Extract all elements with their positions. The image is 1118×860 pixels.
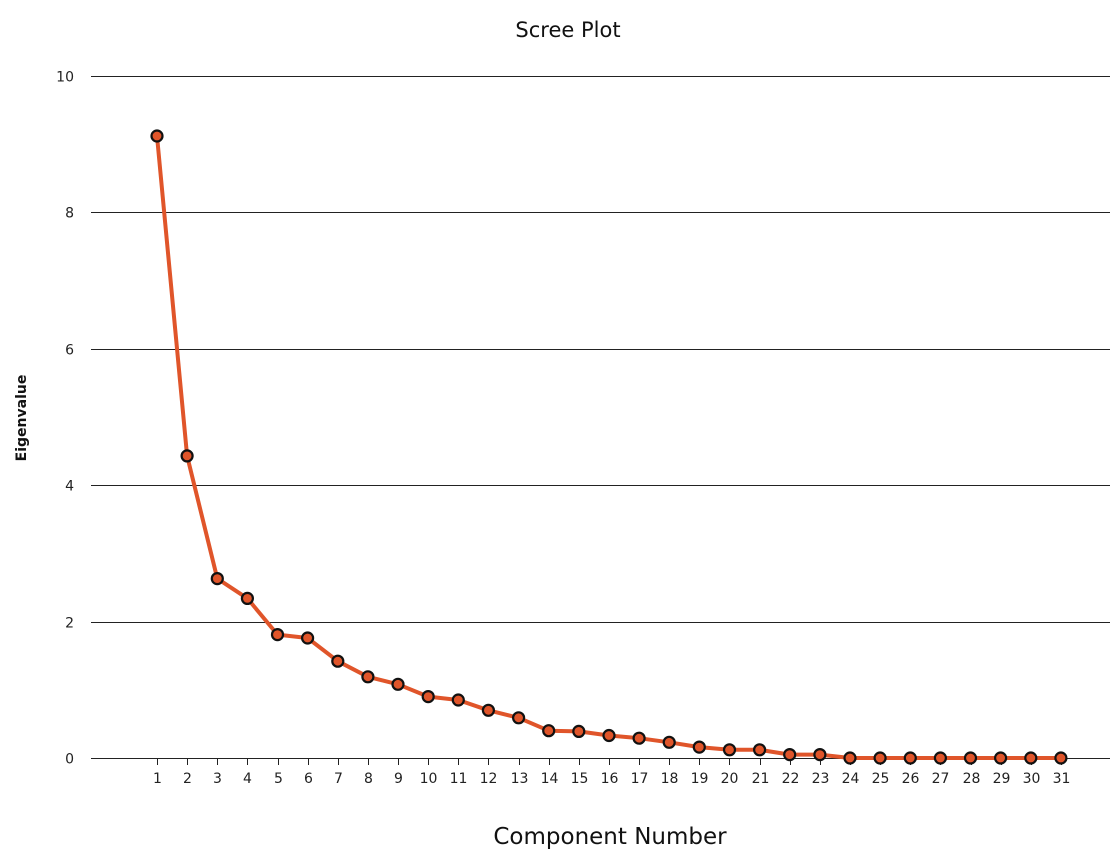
data-point-18 xyxy=(662,735,676,749)
x-axis-label: Component Number xyxy=(493,824,727,850)
data-point-26 xyxy=(903,751,917,765)
y-axis-ticks: 0 2 4 6 8 10 xyxy=(56,70,74,768)
x-tick-label-1: 1 xyxy=(153,771,162,787)
data-point-2 xyxy=(180,449,194,463)
data-point-13 xyxy=(511,711,526,725)
series-line xyxy=(155,134,1063,760)
data-point-10 xyxy=(421,689,435,704)
x-tick-label-20: 20 xyxy=(721,771,739,787)
y-tick-label-4: 4 xyxy=(65,479,74,495)
data-point-16 xyxy=(602,728,616,743)
x-tick-label-14: 14 xyxy=(541,771,559,787)
data-point-31 xyxy=(1054,751,1068,765)
x-tick-label-13: 13 xyxy=(511,771,529,787)
y-tick-label-8: 8 xyxy=(65,206,74,222)
x-tick-label-27: 27 xyxy=(932,771,950,787)
data-point-3 xyxy=(210,571,224,586)
x-tick-label-11: 11 xyxy=(450,771,468,787)
data-point-11 xyxy=(451,693,465,707)
x-tick-label-22: 22 xyxy=(782,771,800,787)
y-tick-label-2: 2 xyxy=(65,616,74,632)
data-point-27 xyxy=(933,751,948,765)
x-tick-label-29: 29 xyxy=(993,771,1011,787)
data-point-8 xyxy=(361,670,375,684)
data-point-6 xyxy=(301,631,315,645)
y-tick-label-0: 0 xyxy=(65,752,74,768)
data-point-9 xyxy=(391,677,405,691)
chart-title: Scree Plot xyxy=(515,18,620,42)
data-point-19 xyxy=(692,740,706,754)
data-point-20 xyxy=(722,743,737,757)
data-point-12 xyxy=(481,703,495,717)
x-tick-label-3: 3 xyxy=(213,771,222,787)
data-point-7 xyxy=(331,654,345,668)
x-tick-label-10: 10 xyxy=(420,771,438,787)
series-layer xyxy=(150,129,1068,765)
data-point-22 xyxy=(783,747,797,762)
x-tick-label-17: 17 xyxy=(631,771,649,787)
x-tick-label-7: 7 xyxy=(334,771,343,787)
x-tick-label-25: 25 xyxy=(872,771,890,787)
y-tick-label-6: 6 xyxy=(65,343,74,359)
x-tick-label-21: 21 xyxy=(752,771,770,787)
data-point-5 xyxy=(270,627,285,642)
grid-layer xyxy=(91,76,1110,759)
x-tick-label-6: 6 xyxy=(304,771,313,787)
x-tick-label-15: 15 xyxy=(571,771,589,787)
data-point-29 xyxy=(993,751,1008,765)
data-point-15 xyxy=(572,724,586,739)
x-tick-label-8: 8 xyxy=(364,771,373,787)
x-tick-label-26: 26 xyxy=(902,771,920,787)
x-tick-label-2: 2 xyxy=(183,771,192,787)
data-point-23 xyxy=(813,747,827,762)
data-point-4 xyxy=(240,591,254,606)
x-tick-label-24: 24 xyxy=(842,771,860,787)
x-tick-label-23: 23 xyxy=(812,771,830,787)
x-tick-label-4: 4 xyxy=(243,771,252,787)
data-point-1 xyxy=(150,129,164,143)
x-tick-label-18: 18 xyxy=(661,771,679,787)
y-axis-label: Eigenvalue xyxy=(14,375,30,462)
x-tick-label-9: 9 xyxy=(394,771,403,787)
data-point-21 xyxy=(752,743,767,757)
data-point-24 xyxy=(843,751,857,765)
data-point-30 xyxy=(1024,751,1038,765)
x-tick-label-5: 5 xyxy=(274,771,283,787)
data-point-28 xyxy=(963,751,978,765)
x-tick-label-19: 19 xyxy=(691,771,709,787)
x-tick-label-31: 31 xyxy=(1053,771,1071,787)
data-point-14 xyxy=(542,724,556,738)
x-tick-label-12: 12 xyxy=(480,771,498,787)
x-tick-label-30: 30 xyxy=(1023,771,1041,787)
x-tick-label-16: 16 xyxy=(601,771,619,787)
y-tick-label-10: 10 xyxy=(56,70,74,86)
x-tick-label-28: 28 xyxy=(963,771,981,787)
x-axis-ticks: 1 2 3 4 5 6 7 8 9 10 11 12 13 14 15 16 17 18 19 20 21 22 23 24 2… xyxy=(153,758,1070,787)
data-point-25 xyxy=(873,751,887,765)
data-point-17 xyxy=(632,731,646,745)
